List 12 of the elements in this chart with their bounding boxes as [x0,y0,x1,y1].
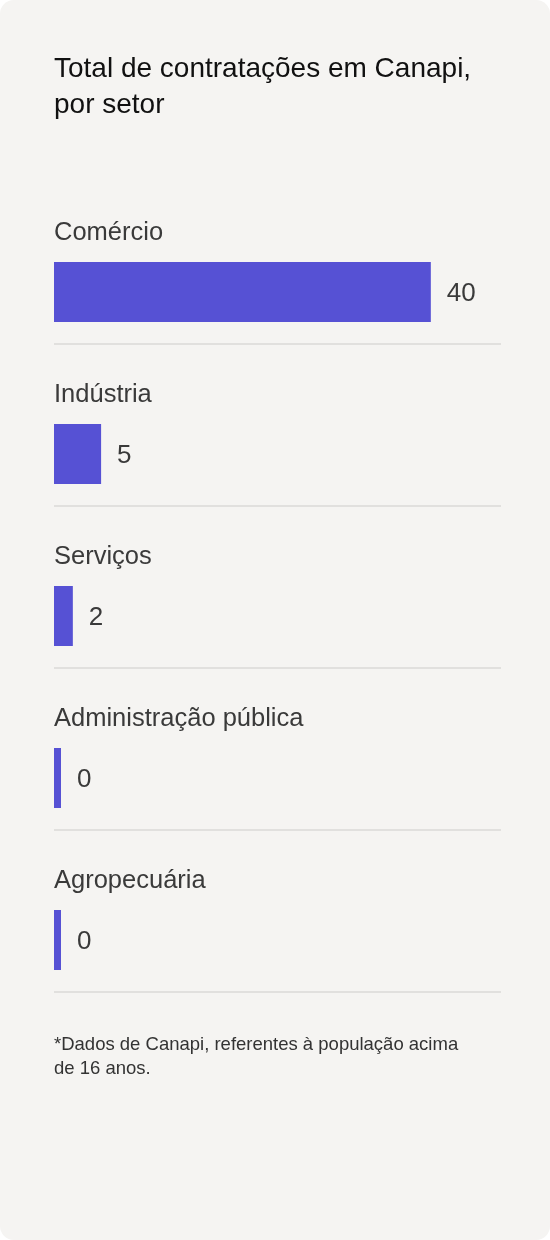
data-label: 5 [117,439,132,470]
data-label: 2 [88,601,104,632]
y-tick-label: Comércio [54,217,164,245]
data-label: 0 [77,763,92,794]
y-tick-label: Administração pública [54,703,305,731]
chart-title: Total de contratações em Canapi, por setor [54,51,473,121]
y-tick-label: Indústria [54,379,153,407]
text: *Dados de Canapi, referentes à população acima de 16 anos. [54,1032,460,1080]
data-label: 0 [77,925,92,956]
y-tick-label: Serviços [54,541,152,569]
y-tick-label: Agropecuária [54,865,207,893]
data-label: 40 [446,277,476,308]
